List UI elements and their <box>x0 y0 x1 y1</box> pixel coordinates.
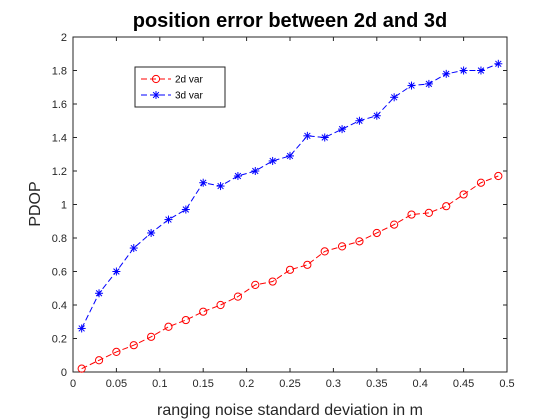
y-tick-label: 1.4 <box>52 133 67 145</box>
data-point-3d-var <box>494 59 503 68</box>
data-point-2d-var <box>320 247 329 256</box>
data-point-2d-var <box>268 277 277 286</box>
x-tick-label: 0.35 <box>366 378 387 390</box>
legend-box <box>134 66 226 108</box>
data-point-3d-var <box>407 81 416 90</box>
y-axis-label: PDOP <box>27 181 44 226</box>
data-point-2d-var <box>285 265 295 274</box>
data-point-3d-var <box>303 131 312 140</box>
series-line-2d-var <box>81 175 499 370</box>
legend-marker-3d-var <box>152 91 160 99</box>
data-point-3d-var <box>199 178 208 187</box>
y-tick-label: 0.2 <box>52 334 67 346</box>
data-point-3d-var <box>77 324 86 333</box>
x-tick-label: 0.15 <box>192 378 213 390</box>
data-point-3d-var <box>459 66 468 75</box>
data-point-2d-var <box>77 364 86 373</box>
data-point-2d-var <box>181 315 190 325</box>
data-point-3d-var <box>164 215 173 224</box>
data-point-2d-var <box>147 332 156 341</box>
data-point-2d-var <box>494 171 503 181</box>
y-tick-label: 1.8 <box>52 66 67 78</box>
data-point-2d-var <box>199 307 208 316</box>
y-tick-label: 2 <box>61 32 67 44</box>
data-point-2d-var <box>112 347 121 356</box>
data-point-3d-var <box>233 172 242 181</box>
data-point-2d-var <box>251 280 260 289</box>
x-tick-label: 0.1 <box>152 378 167 390</box>
data-point-2d-var <box>94 356 104 365</box>
data-point-2d-var <box>442 202 451 211</box>
data-point-2d-var <box>129 341 138 350</box>
data-point-2d-var <box>216 300 225 310</box>
data-point-3d-var <box>320 133 329 142</box>
data-point-3d-var <box>286 151 294 160</box>
x-tick-label: 0.25 <box>279 378 300 390</box>
x-tick-label: 0.05 <box>106 378 127 390</box>
y-tick-label: 1.6 <box>52 99 67 111</box>
x-axis-label: ranging noise standard deviation in m <box>157 402 423 419</box>
data-point-3d-var <box>181 205 190 214</box>
data-point-3d-var <box>476 66 485 75</box>
y-tick-label: 0 <box>61 367 67 379</box>
data-point-2d-var <box>233 292 243 301</box>
data-point-3d-var <box>216 182 225 191</box>
data-point-2d-var <box>303 260 312 269</box>
y-tick-label: 0.4 <box>52 300 67 312</box>
data-point-2d-var <box>424 208 433 217</box>
x-tick-label: 0.5 <box>499 378 514 390</box>
data-point-3d-var <box>112 267 121 276</box>
y-tick-label: 1 <box>61 200 67 212</box>
data-point-2d-var <box>390 220 399 229</box>
x-tick-label: 0.2 <box>239 378 254 390</box>
data-point-3d-var <box>442 69 451 78</box>
data-point-3d-var <box>268 156 277 165</box>
data-point-2d-var <box>355 237 364 246</box>
data-point-3d-var <box>129 244 138 253</box>
chart-title: position error between 2d and 3d <box>133 10 448 32</box>
data-point-2d-var <box>337 242 347 251</box>
data-point-3d-var <box>95 289 104 298</box>
data-point-3d-var <box>424 79 433 88</box>
data-point-3d-var <box>390 93 399 102</box>
data-point-2d-var <box>476 178 486 187</box>
x-tick-label: 0.45 <box>453 378 474 390</box>
legend-marker-2d-var <box>151 74 161 84</box>
y-tick-label: 1.2 <box>52 166 67 178</box>
data-point-3d-var <box>251 167 260 175</box>
data-point-3d-var <box>338 125 347 134</box>
data-point-2d-var <box>459 190 468 199</box>
data-point-3d-var <box>147 228 156 237</box>
data-point-2d-var <box>164 322 173 331</box>
plot-area: 0 0.05 0.1 0.15 0.2 0.25 0.3 0.35 0.4 0.45 0.5 0 0.2… <box>52 32 515 390</box>
legend-label-3d-var: 3d var <box>175 91 203 102</box>
x-tick-label: 0.3 <box>326 378 341 390</box>
x-tick-label: 0 <box>70 378 76 390</box>
legend: 2d var 3d var <box>134 66 226 108</box>
data-point-2d-var <box>372 228 381 238</box>
x-tick-label: 0.4 <box>413 378 428 390</box>
y-tick-label: 0.6 <box>52 267 67 279</box>
data-point-2d-var <box>407 210 416 219</box>
data-point-3d-var <box>355 116 364 125</box>
legend-label-2d-var: 2d var <box>175 75 203 86</box>
y-tick-label: 0.8 <box>52 233 67 245</box>
data-point-3d-var <box>372 111 381 120</box>
